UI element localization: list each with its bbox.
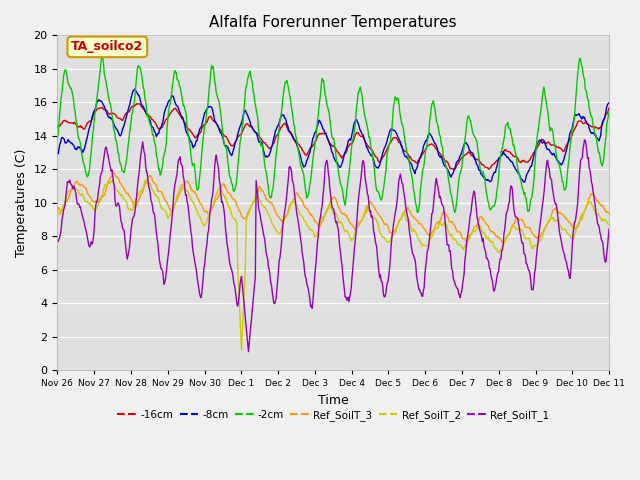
Ref_SoilT_1 xyxy=(177,154,184,160)
Line: -16cm: -16cm xyxy=(58,104,609,170)
Ref_SoilT_2 xyxy=(143,177,150,183)
-8cm xyxy=(63,139,71,144)
Ref_SoilT_1 xyxy=(205,217,213,223)
Ref_SoilT_2 xyxy=(63,191,71,197)
Ref_SoilT_1 xyxy=(417,290,425,296)
Line: Ref_SoilT_3: Ref_SoilT_3 xyxy=(58,172,609,243)
-2cm xyxy=(451,210,459,216)
-8cm xyxy=(177,112,185,118)
-16cm xyxy=(132,101,140,107)
Ref_SoilT_2 xyxy=(54,208,61,214)
Line: -8cm: -8cm xyxy=(58,89,609,182)
-2cm xyxy=(98,54,106,60)
Ref_SoilT_3 xyxy=(63,197,71,203)
Ref_SoilT_3 xyxy=(605,210,613,216)
-16cm xyxy=(605,105,613,111)
Text: TA_soilco2: TA_soilco2 xyxy=(71,40,143,53)
Ref_SoilT_1 xyxy=(401,197,409,203)
-8cm xyxy=(401,154,409,159)
-16cm xyxy=(54,124,61,130)
-8cm xyxy=(605,100,613,106)
-16cm xyxy=(450,167,458,173)
-8cm xyxy=(54,150,61,156)
Ref_SoilT_3 xyxy=(499,240,507,246)
X-axis label: Time: Time xyxy=(318,394,349,407)
Ref_SoilT_3 xyxy=(177,188,185,193)
Ref_SoilT_1 xyxy=(605,226,613,232)
Y-axis label: Temperatures (C): Temperatures (C) xyxy=(15,148,28,257)
-16cm xyxy=(401,148,409,154)
Line: Ref_SoilT_2: Ref_SoilT_2 xyxy=(58,180,609,350)
Ref_SoilT_3 xyxy=(121,189,129,194)
-2cm xyxy=(605,109,613,115)
-2cm xyxy=(401,138,409,144)
-16cm xyxy=(120,114,128,120)
Line: -2cm: -2cm xyxy=(58,57,609,213)
Ref_SoilT_1 xyxy=(54,239,61,245)
Ref_SoilT_2 xyxy=(206,209,214,215)
Ref_SoilT_1 xyxy=(120,228,128,233)
Ref_SoilT_3 xyxy=(401,208,409,214)
Ref_SoilT_2 xyxy=(605,222,613,228)
-8cm xyxy=(131,86,139,92)
Ref_SoilT_1 xyxy=(63,179,71,185)
Title: Alfalfa Forerunner Temperatures: Alfalfa Forerunner Temperatures xyxy=(209,15,457,30)
-2cm xyxy=(121,166,129,171)
-2cm xyxy=(417,181,425,187)
-16cm xyxy=(417,154,425,160)
-8cm xyxy=(120,122,128,128)
-2cm xyxy=(63,76,71,82)
Ref_SoilT_2 xyxy=(177,184,185,190)
Ref_SoilT_3 xyxy=(417,221,425,227)
Ref_SoilT_3 xyxy=(206,210,214,216)
-2cm xyxy=(177,88,185,94)
-8cm xyxy=(521,179,529,185)
-2cm xyxy=(54,135,61,141)
Ref_SoilT_1 xyxy=(580,137,588,143)
Ref_SoilT_2 xyxy=(120,196,128,202)
Ref_SoilT_3 xyxy=(109,169,117,175)
-8cm xyxy=(206,104,214,109)
Line: Ref_SoilT_1: Ref_SoilT_1 xyxy=(58,140,609,352)
-16cm xyxy=(63,119,71,124)
Ref_SoilT_1 xyxy=(244,349,252,355)
Ref_SoilT_3 xyxy=(54,205,61,211)
-2cm xyxy=(206,78,214,84)
-16cm xyxy=(206,114,214,120)
Ref_SoilT_2 xyxy=(402,215,410,220)
-16cm xyxy=(177,113,185,119)
Ref_SoilT_2 xyxy=(418,242,426,248)
Ref_SoilT_2 xyxy=(237,347,245,353)
Legend: -16cm, -8cm, -2cm, Ref_SoilT_3, Ref_SoilT_2, Ref_SoilT_1: -16cm, -8cm, -2cm, Ref_SoilT_3, Ref_Soil… xyxy=(113,406,553,425)
-8cm xyxy=(417,152,425,158)
